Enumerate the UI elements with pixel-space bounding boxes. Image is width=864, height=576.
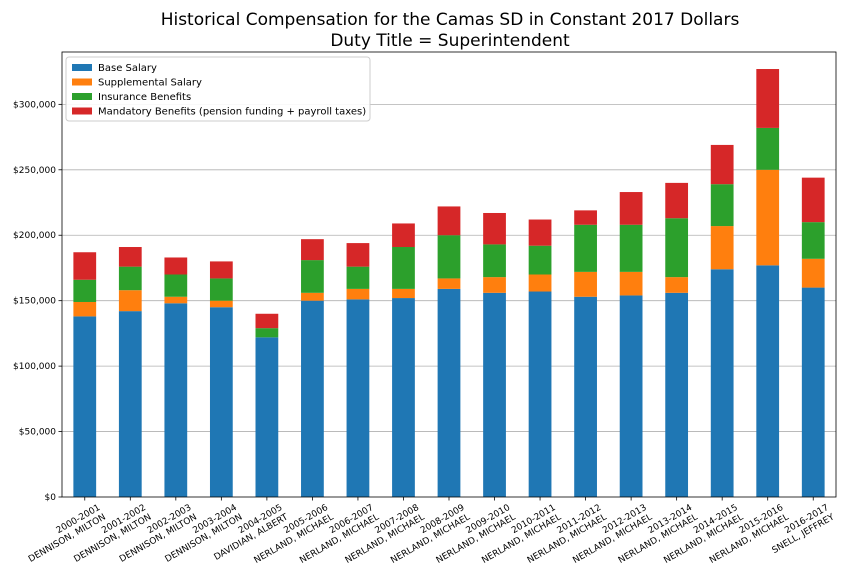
bar-segment-mandatory-benefits xyxy=(619,192,643,225)
bar-segment-base-salary xyxy=(392,298,415,497)
bar-segment-mandatory-benefits xyxy=(346,243,370,267)
bar-segment-insurance-benefits xyxy=(574,224,597,272)
y-tick-label: $300,000 xyxy=(13,100,56,110)
y-axis-ticks: $0 $50,000 $100,000 $150,000 $200,000 $250,00… xyxy=(13,100,62,503)
bar-segment-mandatory-benefits xyxy=(574,210,597,225)
bar-segment-supplemental-salary xyxy=(574,271,597,297)
bar-segment-mandatory-benefits xyxy=(710,144,734,185)
bar-segment-insurance-benefits xyxy=(301,260,324,293)
legend-swatch xyxy=(72,64,92,71)
bar-segment-mandatory-benefits xyxy=(437,206,461,236)
bar-segment-mandatory-benefits xyxy=(301,239,324,261)
y-tick-label: $150,000 xyxy=(13,297,56,307)
legend-label: Mandatory Benefits (pension funding + pa… xyxy=(98,107,366,118)
bar-segment-base-salary xyxy=(710,269,734,497)
bar-segment-supplemental-salary xyxy=(209,300,233,308)
bar-segment-base-salary xyxy=(118,311,142,497)
bar-segment-base-salary xyxy=(73,316,97,497)
bar-segment-supplemental-salary xyxy=(118,290,142,312)
bar-segment-base-salary xyxy=(619,295,643,497)
y-tick-label: $0 xyxy=(45,493,57,503)
legend-label: Supplemental Salary xyxy=(98,78,202,89)
bar-segment-mandatory-benefits xyxy=(164,257,188,275)
bar-segment-insurance-benefits xyxy=(437,235,461,279)
legend-label: Base Salary xyxy=(98,63,157,74)
bar-segment-mandatory-benefits xyxy=(801,177,825,223)
bar-segment-insurance-benefits xyxy=(619,224,643,272)
bar-segment-base-salary xyxy=(528,291,552,497)
bar-segment-mandatory-benefits xyxy=(665,182,689,219)
bar-segment-base-salary xyxy=(346,299,370,497)
bar-segment-insurance-benefits xyxy=(209,278,233,301)
bar-segment-supplemental-salary xyxy=(346,288,370,300)
bar-segment-insurance-benefits xyxy=(255,328,279,338)
bar-segment-supplemental-salary xyxy=(619,271,643,296)
bar-segment-mandatory-benefits xyxy=(392,223,415,248)
bar-segment-insurance-benefits xyxy=(756,127,780,170)
bar-segment-base-salary xyxy=(574,296,597,497)
bar-segment-base-salary xyxy=(756,265,780,497)
legend-swatch xyxy=(72,78,92,86)
bar-segment-mandatory-benefits xyxy=(756,69,780,128)
chart-subtitle: Duty Title = Superintendent xyxy=(330,31,570,51)
bar-segment-supplemental-salary xyxy=(665,277,689,293)
legend-swatch xyxy=(72,93,92,100)
bar-segment-supplemental-salary xyxy=(710,226,734,270)
bar-segment-base-salary xyxy=(255,337,279,497)
bar-segment-base-salary xyxy=(164,303,188,497)
bar-segment-insurance-benefits xyxy=(528,245,552,275)
legend-swatch xyxy=(72,107,92,115)
bar-segment-insurance-benefits xyxy=(665,218,689,278)
chart-title: Historical Compensation for the Camas SD… xyxy=(161,10,740,30)
bar-segment-supplemental-salary xyxy=(301,292,324,301)
bar-segment-mandatory-benefits xyxy=(118,247,142,267)
bar-segment-supplemental-salary xyxy=(73,301,97,317)
bar-segment-mandatory-benefits xyxy=(209,261,233,279)
bar-segment-supplemental-salary xyxy=(528,274,552,292)
y-tick-label: $200,000 xyxy=(13,231,56,241)
bar-segment-insurance-benefits xyxy=(73,279,97,302)
bars xyxy=(73,69,825,497)
bar-segment-base-salary xyxy=(209,307,233,497)
bar-segment-mandatory-benefits xyxy=(73,252,97,280)
bar-segment-base-salary xyxy=(301,300,324,497)
bar-segment-supplemental-salary xyxy=(801,258,825,288)
bar-segment-insurance-benefits xyxy=(392,247,415,289)
legend: Base Salary Supplemental Salary Insurance … xyxy=(65,56,371,122)
bar-segment-mandatory-benefits xyxy=(255,313,279,329)
y-tick-label: $100,000 xyxy=(13,362,56,372)
bar-segment-base-salary xyxy=(801,287,825,497)
bar-segment-base-salary xyxy=(483,292,506,497)
bar-segment-mandatory-benefits xyxy=(528,219,552,246)
bar-segment-insurance-benefits xyxy=(118,266,142,291)
bar-segment-base-salary xyxy=(437,288,461,497)
y-tick-label: $250,000 xyxy=(13,166,56,176)
y-tick-label: $50,000 xyxy=(19,428,56,438)
legend-box xyxy=(65,56,371,122)
bar-segment-supplemental-salary xyxy=(164,296,188,304)
bar-segment-supplemental-salary xyxy=(392,288,415,299)
bar-segment-mandatory-benefits xyxy=(483,212,506,245)
bar-segment-insurance-benefits xyxy=(801,222,825,259)
bar-segment-insurance-benefits xyxy=(710,184,734,227)
bar-segment-insurance-benefits xyxy=(346,266,370,289)
bar-segment-insurance-benefits xyxy=(164,274,188,297)
bar-segment-base-salary xyxy=(665,292,689,497)
bar-segment-supplemental-salary xyxy=(437,278,461,289)
bar-segment-supplemental-salary xyxy=(756,169,780,266)
bar-segment-insurance-benefits xyxy=(483,244,506,278)
legend-label: Insurance Benefits xyxy=(98,92,191,103)
bar-segment-supplemental-salary xyxy=(483,277,506,293)
